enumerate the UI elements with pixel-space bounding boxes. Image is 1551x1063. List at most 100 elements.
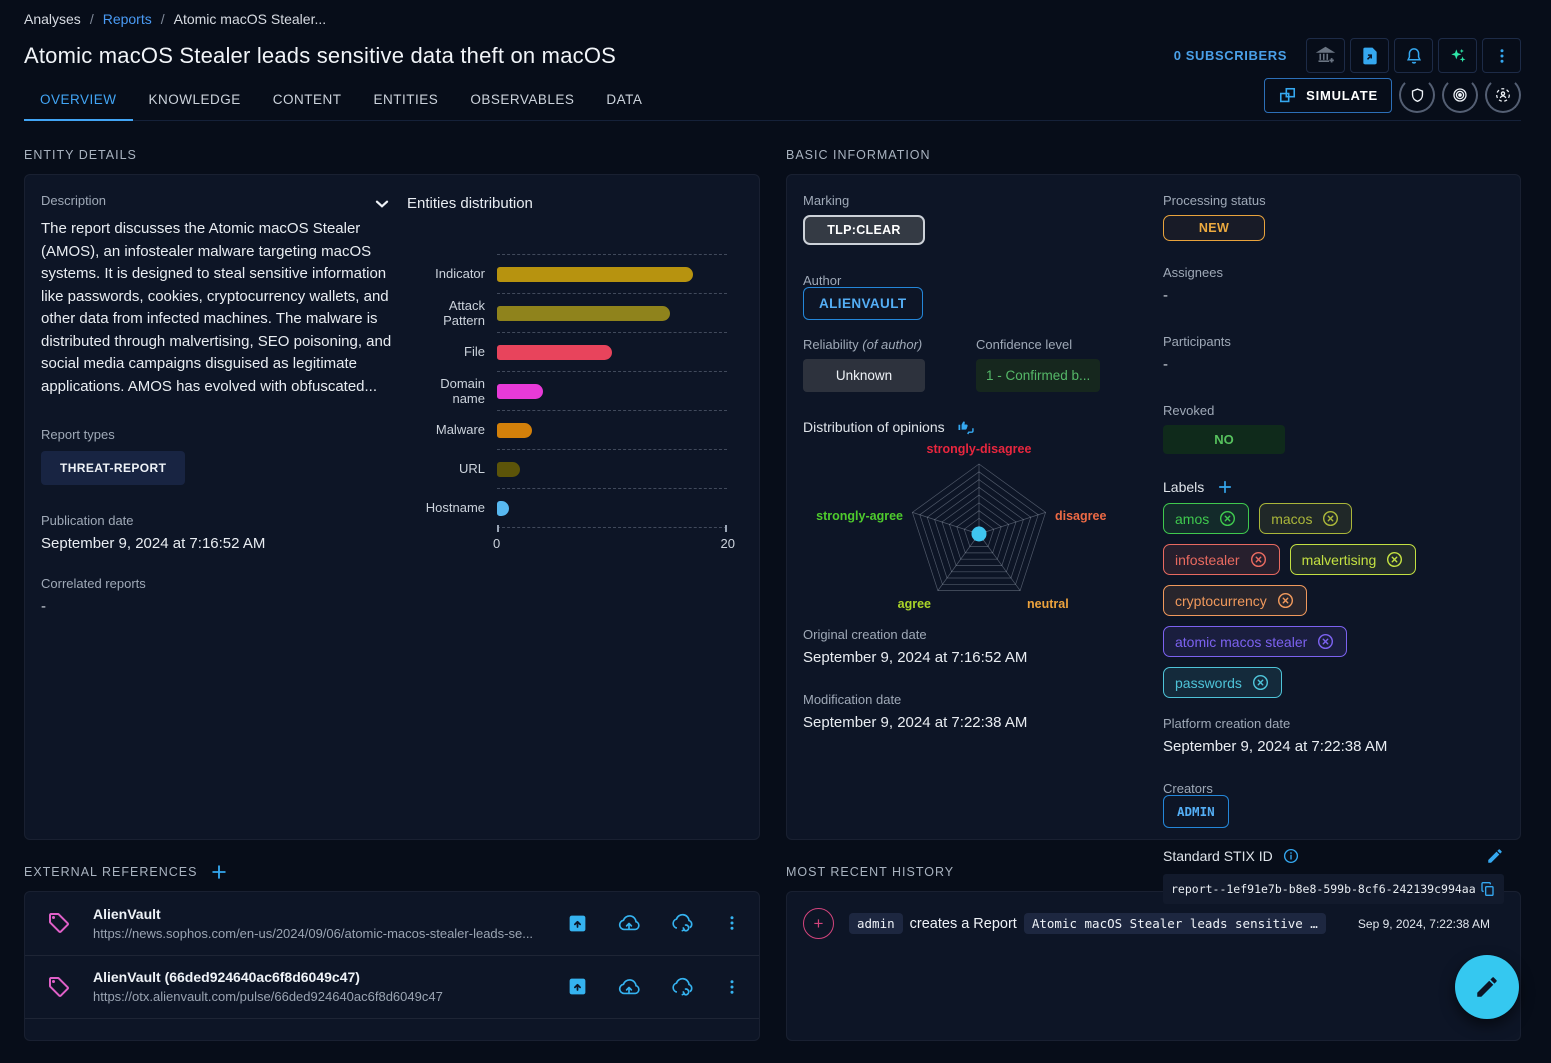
creators-label: Creators [1163,781,1213,796]
remove-label-icon[interactable] [1316,632,1335,651]
reference-source: AlienVault (66ded924640ac6f8d6049c47) [93,969,360,986]
simulate-button[interactable]: SIMULATE [1264,77,1392,113]
label-chip-infostealer[interactable]: infostealer [1163,544,1280,575]
reliability-label: Reliability (of author) [803,337,923,352]
copy-icon[interactable] [1480,881,1496,897]
participants-label: Participants [1163,334,1231,349]
bar-row: URL [407,449,727,488]
open-external-link-icon[interactable] [567,976,588,997]
tab-data[interactable]: DATA [606,92,643,107]
reference-url[interactable]: https://news.sophos.com/en-us/2024/09/06… [93,925,534,941]
bar-malware[interactable] [497,422,532,438]
label-chip-atomic-macos-stealer[interactable]: atomic macos stealer [1163,626,1348,657]
remove-label-icon[interactable] [1276,591,1295,610]
cloud-sync-icon[interactable] [670,976,694,998]
bar-indicator[interactable] [497,266,693,282]
pencil-icon [1474,974,1500,1000]
reliability-chip: Unknown [803,359,925,392]
opinions-radar-chart: strongly-disagree disagree neutral agree str… [816,442,1106,611]
edit-fab-button[interactable] [1455,955,1519,1019]
ai-assistant-button[interactable] [1438,38,1477,73]
processing-status-chip: NEW [1163,215,1265,241]
x-tick-label: 0 [493,536,501,551]
confidence-level-label: Confidence level [976,337,1073,352]
publication-date-label: Publication date [41,513,134,528]
remove-label-icon[interactable] [1249,550,1268,569]
page-title: Atomic macOS Stealer leads sensitive dat… [24,42,617,68]
bar-attack-pattern[interactable] [497,305,670,321]
radar-axis-label: strongly-disagree [927,442,1032,456]
target-mode-button[interactable] [1442,77,1478,113]
bar-row: Domain name [407,371,727,410]
remove-label-icon[interactable] [1385,550,1404,569]
radar-axis-label: disagree [1055,509,1106,523]
tab-content[interactable]: CONTENT [272,92,342,107]
report-types-label: Report types [41,427,115,442]
cloud-sync-icon[interactable] [670,912,694,934]
subscribers-count[interactable]: 0 SUBSCRIBERS [1173,48,1287,63]
entities-distribution-chart: Indicator Attack Pattern File Domain name Ma… [407,254,735,553]
persona-scan-icon [1494,86,1512,104]
label-chip-amos[interactable]: amos [1163,503,1250,534]
tab-overview[interactable]: OVERVIEW [24,79,133,121]
add-label-button[interactable] [1216,478,1234,496]
add-external-reference-button[interactable] [209,862,229,882]
export-file-button[interactable] [1350,38,1389,73]
rate-opinion-icon[interactable] [955,416,976,437]
notifications-button[interactable] [1394,38,1433,73]
remove-label-icon[interactable] [1218,509,1237,528]
label-chip-cryptocurrency[interactable]: cryptocurrency [1163,585,1307,616]
labels-label: Labels [1163,479,1205,495]
info-icon[interactable] [1282,847,1300,865]
kebab-menu-icon[interactable] [723,978,741,996]
bar-category-label: Malware [435,422,485,437]
label-chip-macos[interactable]: macos [1259,503,1353,534]
breadcrumb-current: Atomic macOS Stealer... [173,11,327,27]
edit-stix-id-icon[interactable] [1486,847,1504,865]
remove-label-icon[interactable] [1321,509,1340,528]
reference-source: AlienVault [93,905,161,922]
reference-url[interactable]: https://otx.alienvault.com/pulse/66ded92… [93,989,443,1005]
label-chip-malvertising[interactable]: malvertising [1289,544,1417,575]
description-text: The report discusses the Atomic macOS St… [41,220,392,395]
tab-bar: OVERVIEW KNOWLEDGE CONTENT ENTITIES OBSERVAB… [24,79,658,121]
label-chip-passwords[interactable]: passwords [1163,667,1282,698]
breadcrumb-separator: / [160,11,165,27]
remove-label-icon[interactable] [1251,673,1270,692]
bar-row: Indicator [407,254,727,293]
shield-mode-button[interactable] [1399,77,1435,113]
cloud-upload-icon[interactable] [617,976,641,998]
bar-url[interactable] [497,461,520,477]
bar-chart-x-axis: 0 20 [407,525,735,553]
assignees-label: Assignees [1163,265,1223,280]
platform-creation-date-value: September 9, 2024 at 7:22:38 AM [1163,738,1388,755]
kebab-menu-icon [1493,47,1511,65]
bar-domain-name[interactable] [497,383,543,399]
author-chip[interactable]: ALIENVAULT [803,287,923,320]
cloud-upload-icon[interactable] [617,912,641,934]
bar-hostname[interactable] [497,500,509,516]
bar-file[interactable] [497,344,612,360]
tab-entities[interactable]: ENTITIES [373,92,439,107]
report-type-chip[interactable]: THREAT-REPORT [41,451,186,485]
bar-row: Malware [407,410,727,449]
history-target-chip: Atomic macOS Stealer leads sensitive … [1023,913,1326,934]
more-options-button[interactable] [1482,38,1521,73]
original-creation-date-label: Original creation date [803,627,927,642]
kebab-menu-icon[interactable] [723,914,741,932]
tab-knowledge[interactable]: KNOWLEDGE [148,92,241,107]
persona-mode-button[interactable] [1485,77,1521,113]
author-label: Author [803,273,842,288]
chevron-down-icon[interactable] [371,193,393,215]
processing-status-label: Processing status [1163,193,1266,208]
enroll-organization-button[interactable] [1306,38,1345,73]
breadcrumb-analyses[interactable]: Analyses [24,11,81,27]
original-creation-date-value: September 9, 2024 at 7:16:52 AM [803,649,1028,666]
creator-chip[interactable]: ADMIN [1163,795,1229,828]
marking-label: Marking [803,193,850,208]
description-label: Description [41,193,107,208]
history-action-text: creates a Report [909,915,1017,932]
open-external-link-icon[interactable] [567,913,588,934]
breadcrumb-reports[interactable]: Reports [102,11,152,27]
tab-observables[interactable]: OBSERVABLES [470,92,575,107]
